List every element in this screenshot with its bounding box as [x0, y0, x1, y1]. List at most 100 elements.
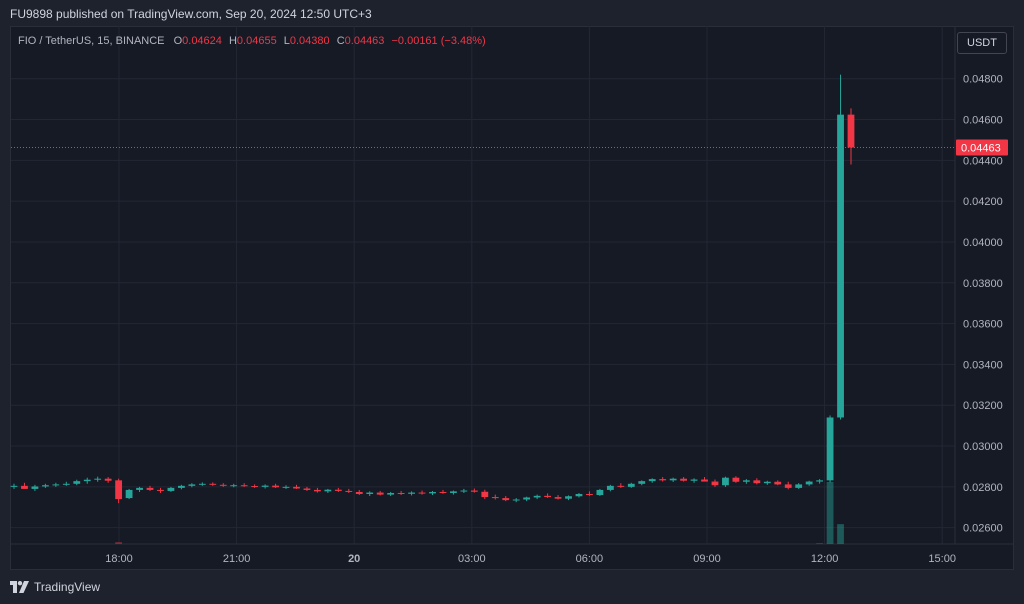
candle [21, 482, 28, 489]
candle [209, 482, 217, 486]
y-tick-label: 0.03800 [963, 278, 1003, 290]
candle-body [795, 484, 803, 488]
candle [314, 487, 321, 493]
candle [648, 478, 656, 483]
candle [669, 477, 677, 482]
candle-body [251, 486, 259, 488]
candle-body [648, 479, 656, 482]
candle-body [408, 492, 415, 494]
candle [303, 486, 311, 491]
candle-body [533, 495, 541, 498]
candle-body [31, 486, 39, 489]
volume-bar [816, 543, 824, 544]
candle [523, 496, 531, 502]
footer-brand-text: TradingView [34, 580, 101, 594]
candle-body [512, 499, 520, 501]
candle [188, 483, 196, 488]
candle-body [303, 488, 311, 490]
candle [565, 495, 572, 501]
candle-body [732, 477, 740, 482]
candle-body [397, 492, 405, 494]
y-tick-label: 0.04000 [963, 237, 1003, 249]
candle [450, 490, 457, 495]
candle [617, 483, 625, 488]
candle [502, 496, 510, 502]
candle-body [774, 481, 782, 485]
candle [533, 494, 541, 500]
candle [659, 477, 667, 482]
candle-body [837, 114, 844, 418]
candle [711, 479, 719, 487]
candle-body [314, 489, 321, 492]
y-tick-label: 0.04800 [963, 74, 1003, 86]
candle-body [586, 494, 593, 496]
candle-body [240, 485, 248, 487]
y-tick-label: 0.03600 [963, 319, 1003, 331]
candle [167, 486, 175, 492]
candle-body [690, 479, 698, 481]
candle-body [606, 485, 614, 490]
candle [282, 485, 290, 489]
currency-button[interactable]: USDT [957, 32, 1007, 54]
candle [627, 482, 635, 488]
candle [345, 488, 353, 493]
candle-body [763, 481, 771, 484]
candle-body [816, 480, 824, 482]
candle-body [136, 487, 143, 490]
candle [732, 476, 740, 483]
candle [429, 490, 436, 496]
candle-body [209, 483, 217, 485]
candle [837, 74, 844, 420]
last-price-label: 0.04463 [961, 143, 1001, 155]
candle [94, 476, 102, 482]
close-label: C [336, 35, 345, 47]
x-tick-label: 20 [348, 553, 360, 565]
candle-body [387, 492, 395, 495]
candle-body [439, 491, 447, 493]
candle-body [198, 483, 206, 485]
candle [847, 108, 855, 165]
candle-body [784, 484, 792, 488]
candle-body [62, 483, 70, 485]
y-tick-label: 0.03400 [963, 359, 1003, 371]
candle [638, 480, 646, 486]
candle-body [565, 496, 572, 499]
candle-body [52, 484, 60, 486]
candle [481, 489, 489, 500]
candle [439, 489, 447, 494]
candle-body [617, 485, 625, 487]
low-label: L [283, 35, 290, 47]
y-tick-label: 0.04400 [963, 155, 1003, 167]
candle [41, 483, 49, 488]
y-tick-label: 0.02800 [963, 482, 1003, 494]
candle-body [701, 479, 708, 482]
candle [376, 490, 384, 496]
candle [680, 477, 688, 482]
candle [146, 485, 154, 491]
candle [784, 481, 792, 490]
candle [742, 479, 750, 484]
candle [408, 491, 415, 496]
candle-body [596, 489, 604, 496]
ohlc-legend: FIO / TetherUS, 15, BINANCE O0.04624 H0.… [18, 35, 490, 47]
symbol-label: FIO / TetherUS, 15, BINANCE [18, 35, 165, 47]
change-value: −0.00161 (−3.48%) [391, 35, 486, 47]
candle-body [146, 487, 154, 490]
y-tick-label: 0.04600 [963, 115, 1003, 127]
candle-body [523, 497, 531, 500]
candle [491, 494, 499, 500]
x-tick-label: 18:00 [105, 553, 133, 565]
candle [293, 484, 300, 489]
candle [125, 488, 133, 500]
candle-body [502, 498, 510, 501]
candle [261, 484, 269, 489]
candle-body [125, 489, 133, 499]
open-label: O [173, 35, 183, 47]
candle-body [460, 490, 468, 492]
candle [701, 477, 708, 482]
candle-body [261, 485, 269, 487]
candle [230, 483, 238, 488]
candle [387, 491, 395, 497]
candle [826, 415, 834, 483]
